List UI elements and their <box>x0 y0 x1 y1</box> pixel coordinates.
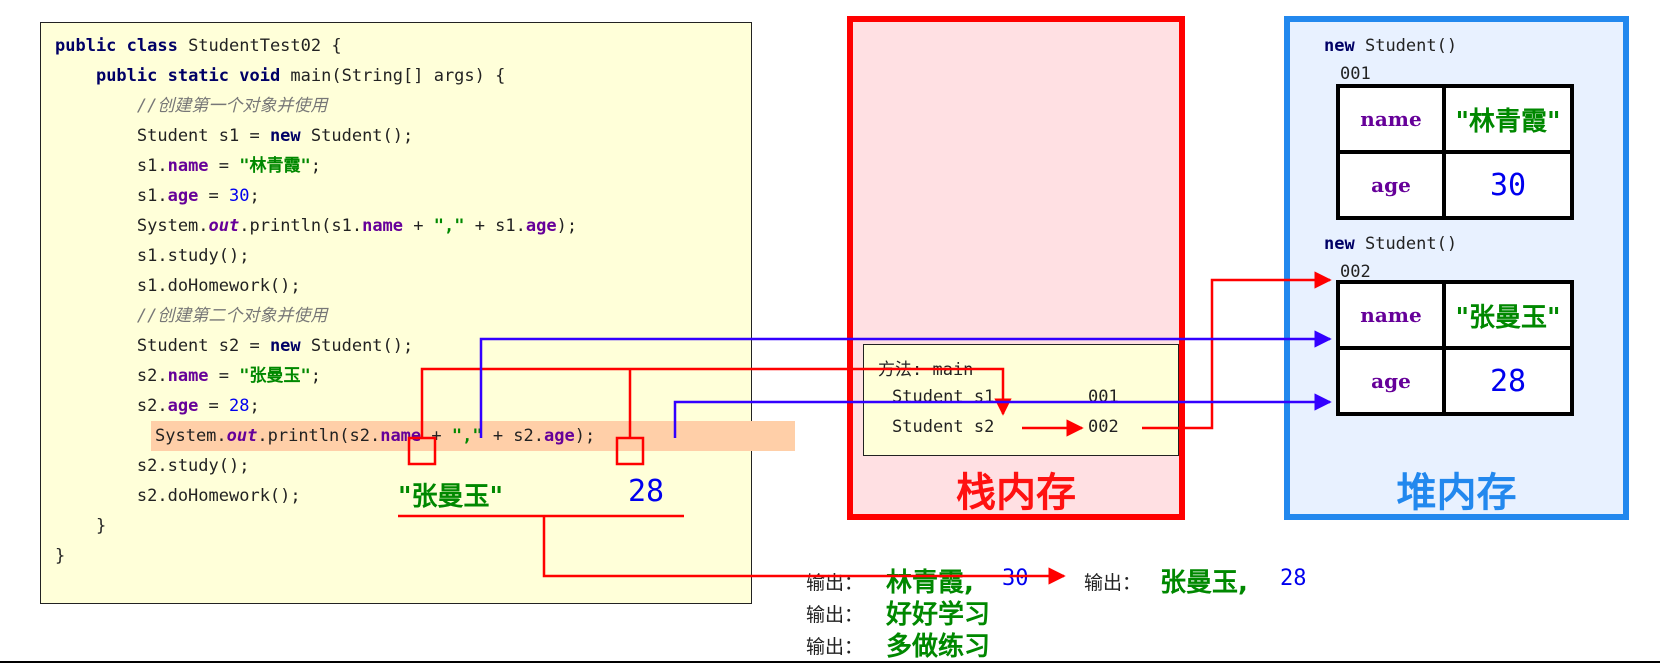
s2-highlight-box <box>407 436 437 466</box>
field-age-value: 28 <box>1442 346 1574 416</box>
field-name-label: name <box>1336 280 1446 350</box>
heap-object-1-label: new Student() <box>1324 36 1458 56</box>
heap-object-2-label: new Student() <box>1324 234 1458 254</box>
code-line: Student s2 = new Student(); <box>55 336 414 356</box>
annotation-s2-name-value: "张曼玉" <box>398 482 504 512</box>
code-line: //创建第一个对象并使用 <box>136 96 328 116</box>
field-name-value: "张曼玉" <box>1442 280 1574 350</box>
code-panel: public class StudentTest02 { public stat… <box>40 22 795 604</box>
output-label-1b: 输出： <box>1084 572 1142 594</box>
code-line: public static void main(String[] args) { <box>95 66 506 86</box>
output-line1b-name: 张曼玉, <box>1160 568 1248 598</box>
output-line1-age: 30 <box>1002 566 1029 591</box>
heap-object-1-addr: 001 <box>1340 64 1371 84</box>
heap-title: 堆内存 <box>1396 470 1517 516</box>
code-line: //创建第二个对象并使用 <box>136 306 328 326</box>
field-name-label: name <box>1336 84 1446 154</box>
heap-object-1-table: name "林青霞" age 30 <box>1336 84 1574 220</box>
output-label-1: 输出： <box>806 572 864 594</box>
code-line: s1.study(); <box>55 246 250 266</box>
code-line: Student s1 = new Student(); <box>55 126 414 146</box>
field-name-value: "林青霞" <box>1442 84 1574 154</box>
output-line1-name: 林青霞, <box>886 568 974 598</box>
code-line: System.out.println(s1.name + "," + s1.ag… <box>55 216 578 236</box>
code-line: } <box>55 546 66 566</box>
output-label-3: 输出： <box>806 636 864 658</box>
heap-object-2-table: name "张曼玉" age 28 <box>1336 280 1574 416</box>
s2-highlight-box <box>615 436 645 466</box>
code-line: s2.name = "张曼玉"; <box>55 366 321 386</box>
code-line: public class StudentTest02 { <box>55 36 342 56</box>
stack-var-s2: Student s2 <box>892 417 995 437</box>
output-line2: 好好学习 <box>886 600 991 630</box>
heap-object-2-addr: 002 <box>1340 262 1371 282</box>
stack-addr-s2: 002 <box>1088 417 1119 437</box>
code-line: s2.doHomework(); <box>55 486 301 506</box>
output-arrow <box>542 516 1066 585</box>
field-age-label: age <box>1336 346 1446 416</box>
code-line: s2.age = 28; <box>55 396 260 416</box>
output-line3: 多做练习 <box>886 632 991 662</box>
annotation-s2-age-value: 28 <box>628 474 665 509</box>
code-line: System.out.println(s2.name + "," + s2.ag… <box>151 421 795 451</box>
stack-title: 栈内存 <box>956 470 1076 516</box>
output-line1b-age: 28 <box>1280 566 1307 591</box>
code-line: s1.name = "林青霞"; <box>55 156 321 176</box>
age-field-arrow <box>673 393 1332 438</box>
code-line: s1.doHomework(); <box>55 276 301 296</box>
s2-to-stack-arrow <box>420 367 1012 438</box>
field-age-label: age <box>1336 150 1446 220</box>
code-line: s1.age = 30; <box>55 186 260 206</box>
main-method-frame: 方法: main Student s1 001 Student s2 002 <box>863 344 1179 456</box>
code-line: s2.study(); <box>55 456 250 476</box>
stack-memory-box: 方法: main Student s1 001 Student s2 002 栈… <box>847 16 1185 520</box>
code-line: } <box>55 516 107 536</box>
stack-to-heap-arrow <box>1142 271 1332 430</box>
name-field-arrow <box>479 330 1332 438</box>
heap-memory-box: new Student() 001 name "林青霞" age 30 new St… <box>1284 16 1629 520</box>
output-label-2: 输出： <box>806 604 864 626</box>
field-age-value: 30 <box>1442 150 1574 220</box>
